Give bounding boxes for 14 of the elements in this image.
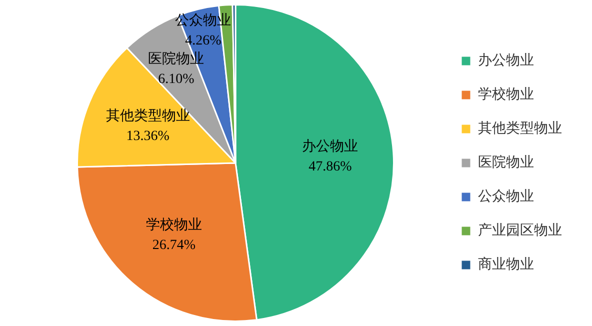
data-label: 6.10% <box>158 72 195 88</box>
legend-label: 其他类型物业 <box>478 120 562 137</box>
data-label: 47.86% <box>308 159 352 174</box>
legend-label: 产业园区物业 <box>478 222 562 239</box>
legend-label: 学校物业 <box>478 86 534 103</box>
data-label: 13.36% <box>126 129 170 144</box>
legend-label: 办公物业 <box>478 52 534 69</box>
slice-label: 办公物业 <box>302 138 358 154</box>
slice-label: 其他类型物业 <box>106 108 190 124</box>
legend-label: 商业物业 <box>478 256 534 273</box>
legend-label: 公众物业 <box>478 188 534 205</box>
legend-label: 医院物业 <box>478 154 534 171</box>
data-label: 26.74% <box>152 238 196 253</box>
slice-label: 学校物业 <box>146 216 202 233</box>
